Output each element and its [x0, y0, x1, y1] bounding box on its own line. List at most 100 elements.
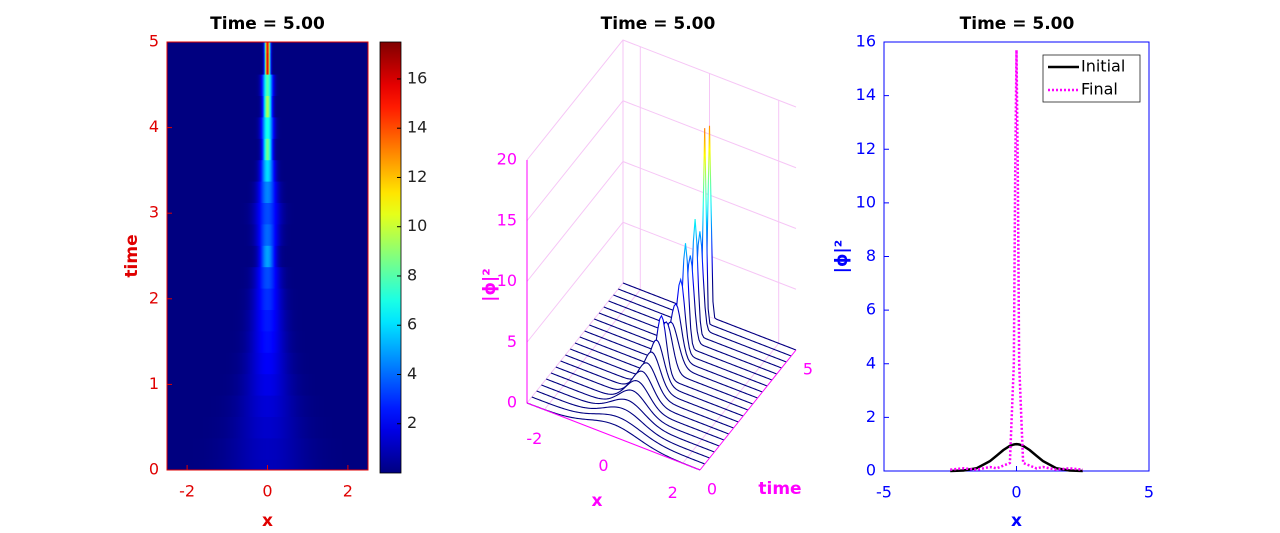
x-tick-label: 5 — [1144, 483, 1154, 502]
x-tick-label: -2 — [526, 429, 542, 448]
y-tick-label: 2 — [149, 288, 159, 307]
surface-fill — [599, 243, 772, 380]
z-tick-label: 20 — [497, 150, 517, 169]
waterfall-line — [546, 378, 720, 447]
colorbar-tick-label: 4 — [407, 364, 417, 383]
heatmap-row — [167, 116, 368, 139]
heatmap-row — [167, 223, 368, 246]
z-tick-label: 15 — [497, 210, 517, 229]
waterfall-line — [574, 314, 749, 411]
waterfall-line — [579, 321, 753, 405]
y-tick-label: 5 — [149, 32, 159, 51]
heatmap-row — [167, 459, 368, 471]
x-tick-label: 2 — [343, 482, 353, 501]
surface-fill — [608, 219, 782, 368]
waterfall-line — [622, 125, 797, 351]
waterfall-line — [565, 351, 739, 423]
x-tick-label: 0 — [598, 456, 608, 475]
z-tick-label: 10 — [497, 271, 517, 290]
y-tick-label: 0 — [866, 461, 876, 480]
waterfall-line — [555, 366, 729, 435]
z-tick-label: 5 — [507, 332, 517, 351]
heatmap-row — [167, 74, 368, 96]
y-tick-label: 12 — [856, 139, 876, 158]
heatmap-row — [167, 288, 368, 310]
colorbar-tick-label: 14 — [407, 118, 427, 137]
heatmap-row — [167, 416, 368, 439]
y-tick-label: 4 — [149, 117, 159, 136]
heatmap-row — [167, 245, 368, 268]
legend — [1042, 54, 1141, 103]
x-label: x — [592, 491, 603, 511]
colorbar-tick-label: 16 — [407, 68, 427, 87]
heatmap-row — [167, 159, 368, 182]
title: Time = 5.00 — [960, 14, 1075, 34]
waterfall-line — [589, 302, 763, 393]
y-tick-label: 14 — [856, 85, 876, 104]
waterfall-line — [598, 243, 773, 381]
heatmap-row — [167, 266, 368, 289]
surface-fill — [623, 125, 796, 351]
waterfall-line — [618, 128, 792, 357]
y-label: time — [122, 234, 142, 277]
y-label: time — [758, 479, 801, 499]
waterfall-line — [584, 321, 758, 399]
heatmap-row — [167, 138, 368, 161]
grid-line — [526, 100, 797, 222]
waterfall-line — [613, 231, 787, 363]
waterfall-line — [526, 402, 701, 471]
z-tick-label: 0 — [507, 393, 517, 412]
grid-line — [526, 160, 797, 282]
x-label: x — [262, 511, 273, 531]
heatmap-row — [167, 181, 368, 203]
waterfall-line — [550, 372, 725, 441]
colorbar-tick-label: 10 — [407, 216, 427, 235]
heatmap-row — [167, 437, 368, 460]
heatmap-row — [167, 352, 368, 375]
legend-label: Final — [1081, 80, 1118, 99]
surface-fill — [613, 231, 787, 362]
series-line — [950, 50, 1083, 471]
heatmap-row — [167, 95, 368, 118]
heatmap-row — [167, 309, 368, 332]
y-tick-label: 5 — [803, 360, 813, 379]
grid-line — [526, 39, 797, 161]
legend-label: Initial — [1081, 57, 1125, 76]
waterfall-line — [560, 360, 734, 429]
heatmap-row — [167, 330, 368, 353]
heatmap-row — [167, 373, 368, 396]
x-label: x — [1011, 511, 1022, 531]
x-tick-label: -2 — [179, 482, 195, 501]
waterfall-line — [541, 384, 715, 453]
waterfall-line — [594, 277, 768, 387]
waterfall-line — [531, 396, 705, 465]
colorbar — [379, 41, 402, 474]
y-tick-label: 0 — [707, 480, 717, 499]
heatmap-row — [167, 52, 368, 75]
x-tick-label: 0 — [262, 482, 272, 501]
y-tick-label: 1 — [149, 374, 159, 393]
waterfall-line — [570, 339, 744, 417]
waterfall-line — [536, 390, 710, 459]
y-tick-label: 6 — [866, 300, 876, 319]
title: Time = 5.00 — [210, 14, 325, 34]
axis-line — [526, 402, 701, 471]
colorbar-tick-label: 6 — [407, 315, 417, 334]
y-tick-label: 16 — [856, 32, 876, 51]
waterfall-line — [608, 219, 782, 369]
y-tick-label: 2 — [866, 407, 876, 426]
z-label: |ϕ|² — [480, 268, 500, 301]
title: Time = 5.00 — [601, 14, 716, 34]
y-tick-label: 4 — [866, 353, 876, 372]
y-tick-label: 8 — [866, 246, 876, 265]
x-tick-label: -5 — [876, 483, 892, 502]
colorbar-tick-label: 12 — [407, 167, 427, 186]
waterfall-line — [603, 255, 777, 375]
surface-fill — [618, 128, 792, 356]
heatmap-row — [167, 202, 368, 225]
y-tick-label: 3 — [149, 203, 159, 222]
x-tick-label: 2 — [668, 483, 678, 502]
heatmap-row — [167, 395, 368, 417]
y-label: |ϕ|² — [832, 240, 852, 273]
